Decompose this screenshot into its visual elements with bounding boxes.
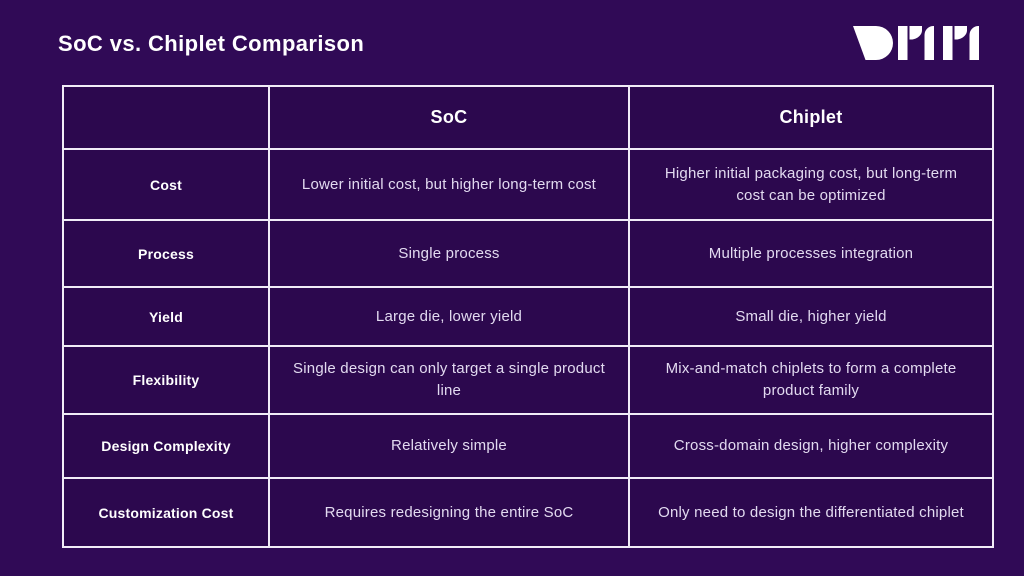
- chiplet-cell: Only need to design the differentiated c…: [628, 477, 994, 548]
- row-label: Design Complexity: [62, 413, 270, 479]
- chiplet-cell: Small die, higher yield: [628, 286, 994, 347]
- logo-letter-d: [853, 26, 893, 60]
- row-label: Yield: [62, 286, 270, 347]
- table-header-row: SoC Chiplet: [62, 85, 994, 150]
- column-header-soc: SoC: [268, 85, 630, 150]
- row-label: Customization Cost: [62, 477, 270, 548]
- row-label: Cost: [62, 148, 270, 221]
- logo-letter-n2: [943, 26, 979, 60]
- soc-cell: Requires redesigning the entire SoC: [268, 477, 630, 548]
- soc-cell: Single process: [268, 219, 630, 288]
- chiplet-cell: Cross-domain design, higher complexity: [628, 413, 994, 479]
- dnn-logo-icon: [853, 26, 979, 60]
- chiplet-cell: Higher initial packaging cost, but long-…: [628, 148, 994, 221]
- dnn-logo: [853, 26, 983, 60]
- table-row-process: Process Single process Multiple processe…: [62, 219, 994, 288]
- chiplet-cell: Mix-and-match chiplets to form a complet…: [628, 345, 994, 415]
- table-row-customization-cost: Customization Cost Requires redesigning …: [62, 477, 994, 548]
- soc-cell: Large die, lower yield: [268, 286, 630, 347]
- table-row-cost: Cost Lower initial cost, but higher long…: [62, 148, 994, 221]
- page-title: SoC vs. Chiplet Comparison: [58, 31, 365, 56]
- column-header-chiplet: Chiplet: [628, 85, 994, 150]
- chiplet-cell: Multiple processes integration: [628, 219, 994, 288]
- logo-letter-n1: [898, 26, 934, 60]
- comparison-table: SoC Chiplet Cost Lower initial cost, but…: [62, 85, 994, 548]
- soc-cell: Single design can only target a single p…: [268, 345, 630, 415]
- table-row-design-complexity: Design Complexity Relatively simple Cros…: [62, 413, 994, 479]
- table-row-yield: Yield Large die, lower yield Small die, …: [62, 286, 994, 347]
- row-label: Process: [62, 219, 270, 288]
- row-label: Flexibility: [62, 345, 270, 415]
- table-corner-spacer: [62, 85, 270, 150]
- table-row-flexibility: Flexibility Single design can only targe…: [62, 345, 994, 415]
- soc-cell: Lower initial cost, but higher long-term…: [268, 148, 630, 221]
- soc-cell: Relatively simple: [268, 413, 630, 479]
